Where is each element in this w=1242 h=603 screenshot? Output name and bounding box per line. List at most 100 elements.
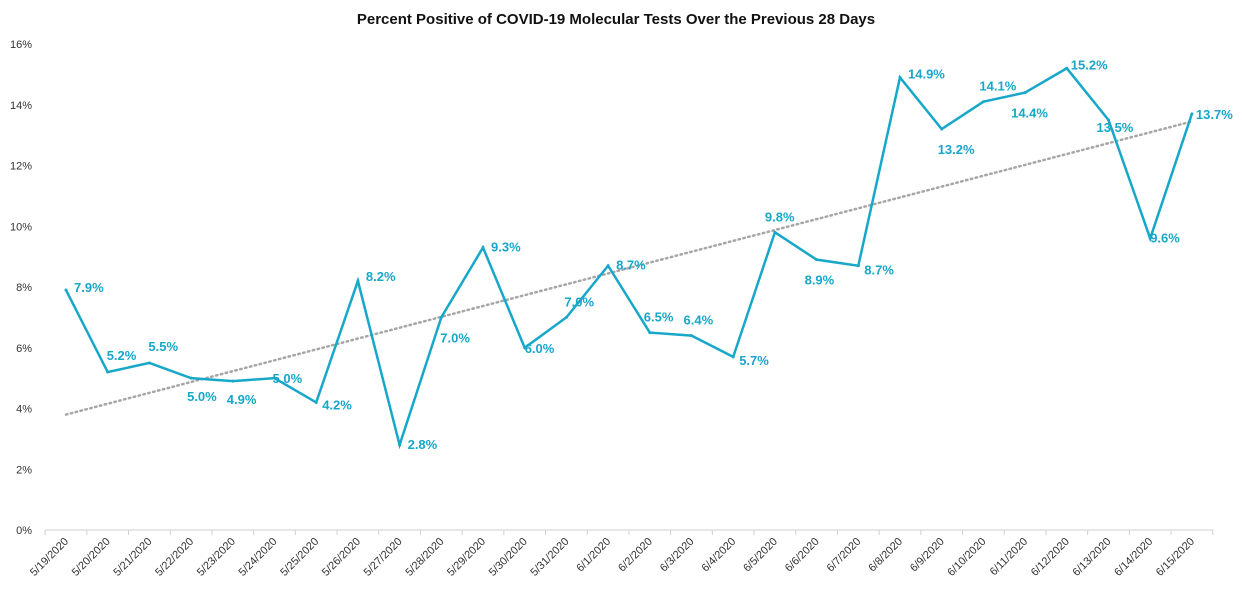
- data-label: 6.0%: [525, 341, 555, 356]
- x-tick-label: 6/11/2020: [988, 536, 1031, 579]
- x-tick-label: 5/31/2020: [528, 536, 571, 579]
- y-tick-label: 0%: [16, 525, 32, 537]
- x-tick-label: 6/13/2020: [1071, 536, 1114, 579]
- data-label: 4.2%: [322, 397, 352, 412]
- x-tick-label: 5/26/2020: [320, 536, 363, 579]
- data-label: 5.0%: [273, 371, 303, 386]
- x-tick-label: 6/12/2020: [1029, 536, 1072, 579]
- x-tick-label: 5/30/2020: [487, 536, 530, 579]
- x-tick-label: 5/28/2020: [403, 536, 446, 579]
- data-point: [564, 315, 568, 319]
- x-tick-label: 6/9/2020: [908, 536, 947, 575]
- data-label: 8.9%: [805, 273, 835, 288]
- x-tick-label: 6/15/2020: [1154, 536, 1197, 579]
- x-tick-label: 5/25/2020: [278, 536, 321, 579]
- y-tick-label: 4%: [16, 404, 32, 416]
- data-labels: 7.9% 5.2% 5.5% 5.0% 4.9% 5.0% 4.2% 8.2% 2.8% 7.0%…: [64, 57, 1233, 452]
- trendline: [64, 120, 1194, 416]
- x-tick-label: 6/2/2020: [616, 536, 655, 575]
- x-axis: 5/19/20205/20/20205/21/20205/22/20205/23…: [28, 530, 1214, 579]
- x-tick-label: 6/6/2020: [783, 536, 822, 575]
- data-label: 8.7%: [616, 258, 646, 273]
- y-tick-label: 8%: [16, 282, 32, 294]
- data-point: [356, 279, 360, 283]
- x-tick-label: 6/10/2020: [945, 536, 988, 579]
- data-label: 14.9%: [908, 66, 945, 81]
- data-point: [648, 331, 652, 335]
- x-tick-label: 6/1/2020: [574, 536, 613, 575]
- x-tick-label: 5/21/2020: [111, 536, 154, 579]
- data-label: 5.0%: [187, 389, 217, 404]
- data-point: [147, 361, 151, 365]
- data-point: [106, 370, 110, 374]
- data-point: [398, 443, 402, 447]
- data-point: [773, 230, 777, 234]
- x-tick-label: 5/23/2020: [195, 536, 238, 579]
- y-tick-label: 10%: [10, 221, 32, 233]
- data-label: 2.8%: [408, 437, 438, 452]
- data-point: [1190, 112, 1194, 116]
- data-label: 4.9%: [227, 392, 257, 407]
- y-tick-label: 14%: [10, 100, 32, 112]
- data-label: 5.2%: [107, 348, 137, 363]
- data-point: [856, 264, 860, 268]
- data-label: 6.5%: [644, 310, 674, 325]
- x-tick-label: 6/5/2020: [741, 536, 780, 575]
- data-label: 13.2%: [938, 142, 975, 157]
- x-tick-label: 6/7/2020: [825, 536, 864, 575]
- data-point: [273, 376, 276, 380]
- data-label: 6.4%: [684, 313, 714, 328]
- data-label: 13.7%: [1196, 107, 1233, 122]
- data-label: 7.0%: [440, 330, 470, 345]
- data-point: [231, 379, 235, 383]
- data-point: [1023, 91, 1027, 95]
- data-point: [481, 246, 485, 250]
- data-label: 7.0%: [564, 294, 594, 309]
- data-point: [815, 258, 819, 262]
- data-point: [1148, 236, 1152, 240]
- data-label: 14.4%: [1011, 106, 1048, 121]
- x-tick-label: 6/8/2020: [866, 536, 905, 575]
- data-label: 8.2%: [366, 269, 396, 284]
- x-tick-label: 6/4/2020: [700, 536, 739, 575]
- data-point: [439, 315, 443, 319]
- x-tick-label: 5/19/2020: [28, 536, 71, 579]
- data-point: [731, 355, 735, 359]
- x-tick-label: 5/27/2020: [362, 536, 405, 579]
- data-point: [523, 346, 527, 350]
- data-point: [189, 376, 193, 380]
- data-label: 9.8%: [765, 209, 795, 224]
- data-point: [1107, 118, 1110, 122]
- data-label: 14.1%: [979, 79, 1016, 94]
- data-label: 13.5%: [1097, 120, 1134, 135]
- data-point: [606, 264, 610, 268]
- data-label: 9.3%: [491, 240, 521, 255]
- data-point: [314, 400, 318, 404]
- data-point: [64, 288, 68, 292]
- x-tick-label: 6/14/2020: [1112, 536, 1155, 579]
- x-tick-label: 5/20/2020: [70, 536, 113, 579]
- x-tick-label: 5/22/2020: [153, 536, 196, 579]
- data-point: [981, 100, 985, 104]
- data-label: 7.9%: [74, 280, 104, 295]
- data-point: [898, 75, 902, 79]
- y-axis: 0% 2% 4% 6% 8% 10% 12% 14% 16%: [10, 39, 32, 537]
- y-tick-label: 2%: [16, 464, 32, 476]
- data-point: [1065, 66, 1069, 70]
- data-point: [690, 334, 693, 338]
- y-tick-label: 6%: [16, 343, 32, 355]
- y-tick-label: 12%: [10, 161, 32, 173]
- data-label: 8.7%: [864, 263, 894, 278]
- x-tick-label: 5/29/2020: [445, 536, 488, 579]
- x-tick-label: 6/3/2020: [658, 536, 697, 575]
- x-tick-label: 5/24/2020: [237, 536, 280, 579]
- chart-title: Percent Positive of COVID-19 Molecular T…: [357, 11, 875, 28]
- y-tick-label: 16%: [10, 39, 32, 51]
- data-label: 15.2%: [1071, 57, 1108, 72]
- data-label: 5.5%: [148, 339, 178, 354]
- data-label: 9.6%: [1150, 230, 1180, 245]
- series-line: [64, 66, 1194, 450]
- data-label: 5.7%: [739, 353, 769, 368]
- data-point: [940, 127, 944, 131]
